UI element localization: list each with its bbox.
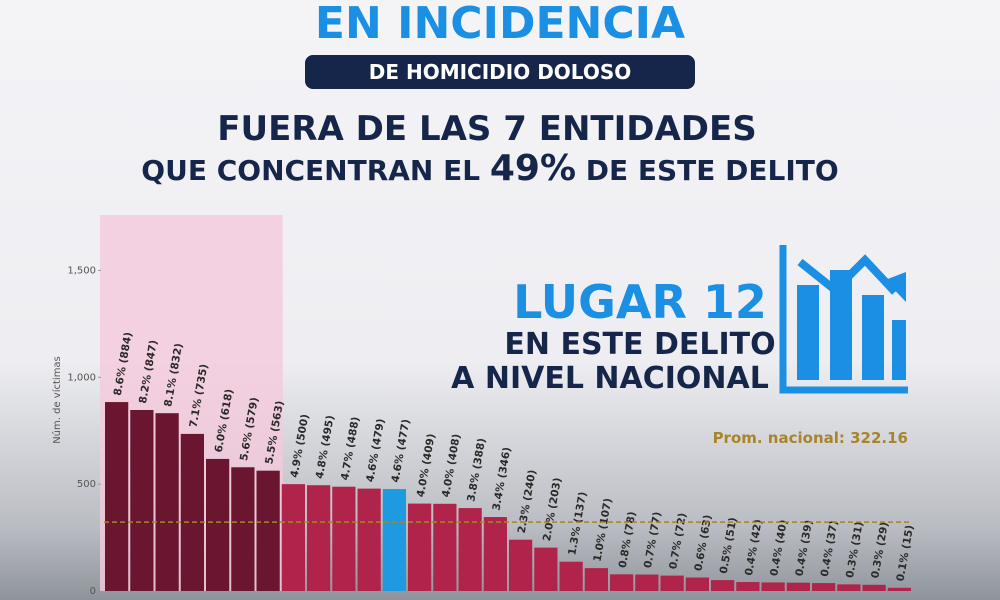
bar: [534, 547, 558, 591]
rank-line1: EN ESTE DELITO: [504, 327, 775, 362]
subtitle-2c: DE ESTE DELITO: [576, 154, 839, 187]
bar: [660, 575, 684, 591]
y-axis-label: Núm. de víctimas: [51, 356, 63, 444]
subtitle-1: FUERA DE LAS 7 ENTIDADES: [217, 109, 756, 149]
bar: [509, 539, 533, 591]
bar: [231, 467, 255, 591]
badge-box: [305, 55, 695, 89]
bar: [433, 503, 457, 591]
value-label: 0.6% (63): [693, 514, 715, 572]
rank-line2: A NIVEL NACIONAL: [451, 361, 769, 396]
bar: [736, 582, 760, 591]
value-label: 4.8% (495): [314, 414, 337, 479]
bar: [382, 489, 406, 591]
value-label: 0.7% (77): [642, 511, 664, 569]
y-tick-label: 500: [77, 479, 96, 490]
bar: [584, 568, 608, 591]
bar: [357, 488, 381, 591]
value-label: 1.0% (107): [592, 497, 615, 562]
value-label: 0.1% (15): [895, 524, 917, 582]
value-label: 0.4% (37): [819, 519, 841, 577]
value-label: 2.0% (203): [541, 477, 564, 542]
bar: [458, 508, 482, 591]
value-label: 0.3% (31): [844, 521, 866, 579]
headline: EN INCIDENCIA: [315, 0, 685, 49]
bar: [256, 470, 280, 591]
subtitle-2b: 49%: [490, 148, 576, 189]
bar: [887, 587, 911, 591]
bar: [180, 433, 204, 591]
bar: [332, 486, 356, 591]
value-label: 0.4% (39): [794, 519, 816, 577]
bar: [862, 584, 886, 591]
value-label: 4.7% (488): [339, 416, 362, 481]
badge: DE HOMICIDIO DOLOSO: [369, 60, 631, 84]
value-label: 0.5% (51): [718, 516, 740, 574]
value-label: 0.3% (29): [869, 521, 891, 579]
bar: [483, 517, 507, 591]
bar: [206, 458, 230, 591]
bar: [307, 485, 331, 591]
bar: [761, 582, 785, 591]
value-label: 4.0% (409): [415, 433, 438, 498]
value-label: 3.8% (388): [465, 437, 488, 502]
value-label: 4.6% (477): [390, 418, 413, 483]
value-label: 4.9% (500): [289, 413, 312, 478]
bar: [130, 409, 154, 591]
bar: [635, 574, 659, 591]
value-label: 3.4% (346): [491, 446, 514, 511]
value-label: 0.8% (78): [617, 511, 639, 569]
bar: [837, 584, 861, 591]
value-label: 1.3% (137): [566, 491, 589, 556]
bar: [685, 577, 709, 591]
y-tick-label: 1,000: [67, 372, 96, 383]
subtitle-2: QUE CONCENTRAN EL 49% DE ESTE DELITO: [141, 148, 838, 189]
y-tick-label: 1,500: [67, 265, 96, 276]
trend-icon: [779, 245, 908, 394]
bar: [786, 582, 810, 591]
value-label: 4.0% (408): [440, 433, 463, 498]
value-label: 2.3% (240): [516, 469, 539, 534]
subtitle-2a: QUE CONCENTRAN EL: [141, 154, 490, 187]
value-label: 0.4% (42): [743, 518, 765, 576]
value-label: 0.4% (40): [768, 519, 790, 577]
bar: [610, 574, 634, 591]
bar: [559, 561, 583, 591]
value-label: 0.7% (72): [667, 512, 689, 570]
y-tick-label: 0: [90, 586, 96, 597]
bar: [281, 484, 305, 591]
average-label: Prom. nacional: 322.16: [713, 429, 908, 447]
value-label: 4.6% (479): [364, 418, 387, 483]
bar: [408, 503, 432, 591]
bar: [155, 413, 179, 591]
rank-title: LUGAR 12: [513, 275, 767, 329]
bar: [711, 580, 735, 591]
bar: [812, 583, 836, 591]
bar: [105, 402, 129, 591]
